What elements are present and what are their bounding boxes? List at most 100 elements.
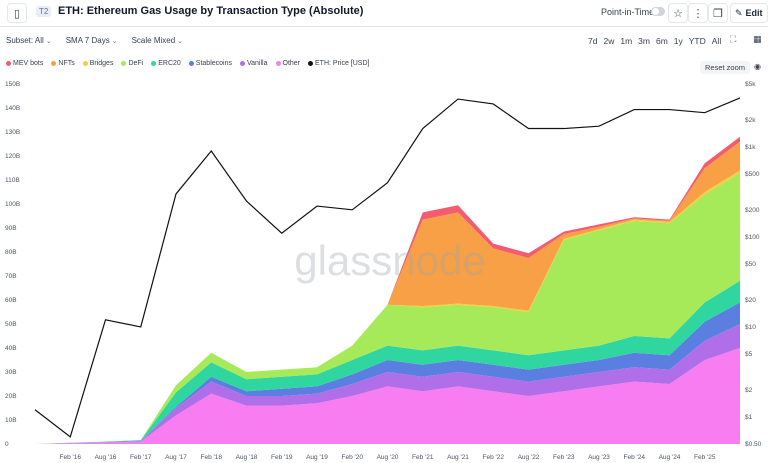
- range-1y[interactable]: 1y: [673, 36, 683, 46]
- sma-dropdown[interactable]: SMA 7 Days ⌄: [66, 36, 118, 45]
- legend-swatch: [51, 61, 57, 66]
- y-left-tick-label: 130B: [5, 129, 20, 136]
- x-tick-label: Aug '24: [659, 454, 681, 461]
- favorite-button[interactable]: ☆: [668, 3, 688, 23]
- range-ytd[interactable]: YTD: [688, 36, 706, 46]
- legend-label: DeFi: [128, 60, 144, 67]
- price-line-layer: [34, 97, 741, 438]
- legend-swatch: [275, 61, 281, 66]
- legend-item-vanilla[interactable]: Vanilla: [240, 60, 268, 67]
- y-right-tick-label: $2: [745, 387, 753, 394]
- legend-item-eth-price[interactable]: ETH: Price [USD]: [308, 60, 369, 67]
- copy-icon: ❐: [713, 7, 723, 20]
- y-right-tick-label: $5k: [745, 81, 756, 88]
- camera-icon[interactable]: ◉: [754, 62, 761, 71]
- y-right-tick-label: $1: [745, 414, 753, 421]
- legend-item-other[interactable]: Other: [275, 60, 301, 67]
- sidebar-toggle-button[interactable]: ▯: [7, 3, 27, 23]
- area-other: [35, 348, 740, 444]
- x-tick-label: Aug '18: [236, 454, 258, 461]
- zoom-select-icon[interactable]: ⛶: [730, 34, 737, 44]
- point-in-time-toggle[interactable]: [651, 7, 665, 16]
- legend-label: ETH: Price [USD]: [315, 60, 370, 67]
- y-left-tick-label: 100B: [5, 201, 20, 208]
- scale-dropdown[interactable]: Scale Mixed ⌄: [132, 36, 183, 45]
- legend-swatch: [240, 61, 245, 66]
- x-tick-label: Feb '23: [553, 454, 575, 461]
- edit-button[interactable]: ✎ Edit: [730, 3, 768, 23]
- legend-label: Other: [282, 60, 301, 67]
- legend-label: NFTs: [58, 60, 75, 67]
- legend-label: ERC20: [158, 60, 181, 67]
- calendar-icon[interactable]: ▦: [753, 34, 762, 44]
- range-2w[interactable]: 2w: [603, 36, 615, 46]
- legend-swatch: [6, 61, 11, 66]
- legend-swatch: [308, 61, 314, 66]
- y-left-tick-label: 0: [5, 441, 9, 448]
- legend-swatch: [188, 61, 194, 66]
- y-left-tick-label: 40B: [5, 345, 17, 352]
- legend-swatch: [151, 61, 157, 66]
- x-tick-label: Feb '19: [271, 454, 293, 461]
- subset-label: Subset: All: [6, 36, 44, 45]
- range-1m[interactable]: 1m: [620, 36, 633, 46]
- range-6m[interactable]: 6m: [655, 36, 668, 46]
- y-right-tick-label: $200: [745, 207, 760, 214]
- legend-item-stablecoins[interactable]: Stablecoins: [188, 60, 232, 67]
- x-tick-label: Feb '24: [624, 454, 646, 461]
- chevron-down-icon: ⌄: [177, 38, 184, 45]
- chart-legend: MEV bots NFTs Bridges DeFi ERC20 Stablec…: [6, 60, 369, 67]
- y-left-tick-label: 30B: [5, 369, 17, 376]
- x-tick-label: Feb '25: [694, 454, 716, 461]
- copy-button[interactable]: ❐: [708, 3, 728, 23]
- star-icon: ☆: [673, 7, 683, 20]
- reset-zoom-button[interactable]: Reset zoom: [700, 61, 751, 74]
- y-left-tick-label: 20B: [5, 393, 17, 400]
- y-left-tick-label: 120B: [5, 153, 20, 160]
- y-right-tick-label: $5: [745, 351, 753, 358]
- x-tick-label: Feb '21: [412, 454, 434, 461]
- y-left-tick-label: 90B: [5, 225, 17, 232]
- y-left-tick-label: 70B: [5, 273, 17, 280]
- y-right-tick-label: $0.50: [745, 441, 762, 448]
- pencil-icon: ✎: [735, 7, 743, 18]
- y-right-tick-label: $1k: [745, 144, 756, 151]
- legend-item-mev-bots[interactable]: MEV bots: [6, 60, 43, 67]
- point-in-time-label: Point-in-Time: [601, 7, 655, 17]
- legend-swatch: [121, 61, 127, 66]
- chart-tier-badge: T2: [36, 6, 52, 17]
- scale-label: Scale Mixed: [131, 36, 176, 45]
- price-line: [34, 97, 741, 438]
- y-axis-left: 0 10B 20B 30B 40B 50B 60B 70B 80B 90B 100B 110B 120B…: [5, 81, 20, 448]
- subset-dropdown[interactable]: Subset: All ⌄: [6, 36, 52, 45]
- legend-item-nfts[interactable]: NFTs: [51, 60, 75, 67]
- y-left-tick-label: 50B: [5, 321, 17, 328]
- y-left-tick-label: 140B: [5, 105, 20, 112]
- area-vanilla: [35, 324, 740, 444]
- range-3m[interactable]: 3m: [638, 36, 650, 46]
- x-tick-label: Aug '17: [165, 454, 187, 461]
- watermark: glassnode: [294, 237, 485, 284]
- range-all[interactable]: All: [711, 36, 722, 46]
- range-7d[interactable]: 7d: [588, 36, 598, 46]
- y-left-tick-label: 80B: [5, 249, 17, 256]
- y-axis-right: $0.50 $1 $2 $5 $10 $20 $50 $100 $200 $500 $1k $2k $5…: [745, 81, 762, 448]
- edit-label: Edit: [745, 8, 763, 18]
- legend-item-erc20[interactable]: ERC20: [151, 60, 181, 67]
- area-layers: [35, 136, 740, 445]
- sidebar-icon: ▯: [13, 7, 21, 20]
- legend-item-defi[interactable]: DeFi: [121, 60, 143, 67]
- legend-item-bridges[interactable]: Bridges: [82, 60, 113, 67]
- chevron-down-icon: ⌄: [111, 38, 118, 45]
- legend-label: Vanilla: [247, 60, 268, 67]
- share-button[interactable]: ⋮: [688, 3, 708, 23]
- y-right-tick-label: $50: [745, 261, 756, 268]
- y-left-tick-label: 110B: [5, 177, 20, 184]
- x-tick-label: Aug '23: [588, 454, 610, 461]
- x-tick-label: Feb '18: [201, 454, 223, 461]
- chart-controls: Subset: All ⌄ SMA 7 Days ⌄ Scale Mixed ⌄: [6, 36, 183, 45]
- legend-label: MEV bots: [13, 60, 44, 67]
- y-right-tick-label: $10: [745, 324, 756, 331]
- y-left-tick-label: 60B: [5, 297, 17, 304]
